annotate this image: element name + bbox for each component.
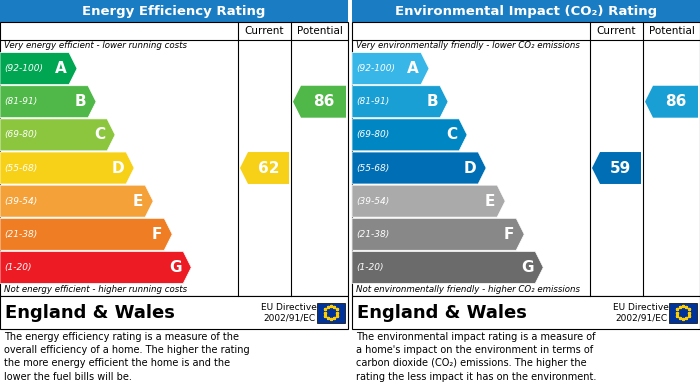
Polygon shape bbox=[240, 152, 289, 184]
Text: EU Directive
2002/91/EC: EU Directive 2002/91/EC bbox=[261, 303, 317, 322]
Polygon shape bbox=[0, 218, 172, 250]
Text: (55-68): (55-68) bbox=[4, 163, 37, 172]
Text: B: B bbox=[74, 94, 86, 109]
Text: D: D bbox=[463, 160, 476, 176]
Text: E: E bbox=[485, 194, 495, 209]
Text: (81-91): (81-91) bbox=[356, 97, 389, 106]
Polygon shape bbox=[645, 86, 698, 118]
Text: (69-80): (69-80) bbox=[4, 130, 37, 139]
Text: EU Directive
2002/91/EC: EU Directive 2002/91/EC bbox=[613, 303, 669, 322]
Polygon shape bbox=[0, 152, 134, 184]
Text: England & Wales: England & Wales bbox=[5, 303, 175, 321]
Bar bbox=[0, 22, 348, 296]
Bar bbox=[352, 22, 700, 296]
Bar bbox=[669, 303, 697, 323]
Polygon shape bbox=[352, 185, 505, 217]
Text: Very energy efficient - lower running costs: Very energy efficient - lower running co… bbox=[4, 41, 187, 50]
Polygon shape bbox=[352, 53, 429, 84]
Text: C: C bbox=[94, 127, 105, 142]
Text: 62: 62 bbox=[258, 160, 279, 176]
Text: 86: 86 bbox=[665, 94, 686, 109]
Bar bbox=[0, 296, 348, 329]
Text: (92-100): (92-100) bbox=[4, 64, 43, 73]
Polygon shape bbox=[352, 251, 543, 283]
Bar bbox=[352, 0, 700, 22]
Text: F: F bbox=[504, 227, 514, 242]
Text: G: G bbox=[521, 260, 533, 275]
Bar bbox=[317, 303, 345, 323]
Text: A: A bbox=[55, 61, 67, 76]
Text: F: F bbox=[152, 227, 162, 242]
Text: Current: Current bbox=[245, 26, 284, 36]
Text: D: D bbox=[111, 160, 124, 176]
Text: (21-38): (21-38) bbox=[356, 230, 389, 239]
Bar bbox=[0, 0, 348, 22]
Bar bbox=[352, 296, 700, 329]
Text: A: A bbox=[407, 61, 419, 76]
Text: The environmental impact rating is a measure of
a home's impact on the environme: The environmental impact rating is a mea… bbox=[356, 332, 596, 382]
Polygon shape bbox=[352, 152, 486, 184]
Text: (92-100): (92-100) bbox=[356, 64, 395, 73]
Text: G: G bbox=[169, 260, 181, 275]
Text: E: E bbox=[133, 194, 144, 209]
Text: Potential: Potential bbox=[297, 26, 342, 36]
Polygon shape bbox=[352, 218, 524, 250]
Text: Very environmentally friendly - lower CO₂ emissions: Very environmentally friendly - lower CO… bbox=[356, 41, 580, 50]
Text: The energy efficiency rating is a measure of the
overall efficiency of a home. T: The energy efficiency rating is a measur… bbox=[4, 332, 250, 382]
Text: B: B bbox=[426, 94, 438, 109]
Polygon shape bbox=[592, 152, 641, 184]
Text: Not environmentally friendly - higher CO₂ emissions: Not environmentally friendly - higher CO… bbox=[356, 285, 580, 294]
Text: Environmental Impact (CO₂) Rating: Environmental Impact (CO₂) Rating bbox=[395, 5, 657, 18]
Text: (21-38): (21-38) bbox=[4, 230, 37, 239]
Polygon shape bbox=[0, 53, 77, 84]
Text: Energy Efficiency Rating: Energy Efficiency Rating bbox=[83, 5, 266, 18]
Polygon shape bbox=[0, 119, 115, 151]
Text: 86: 86 bbox=[313, 94, 334, 109]
Text: (69-80): (69-80) bbox=[356, 130, 389, 139]
Text: (39-54): (39-54) bbox=[4, 197, 37, 206]
Polygon shape bbox=[0, 86, 96, 118]
Polygon shape bbox=[0, 251, 191, 283]
Text: England & Wales: England & Wales bbox=[357, 303, 527, 321]
Polygon shape bbox=[352, 119, 467, 151]
Text: (1-20): (1-20) bbox=[356, 263, 384, 272]
Polygon shape bbox=[352, 86, 448, 118]
Text: Not energy efficient - higher running costs: Not energy efficient - higher running co… bbox=[4, 285, 187, 294]
Text: 59: 59 bbox=[610, 160, 631, 176]
Polygon shape bbox=[293, 86, 346, 118]
Text: Current: Current bbox=[596, 26, 636, 36]
Polygon shape bbox=[0, 185, 153, 217]
Text: C: C bbox=[446, 127, 457, 142]
Text: (81-91): (81-91) bbox=[4, 97, 37, 106]
Text: (1-20): (1-20) bbox=[4, 263, 32, 272]
Text: (39-54): (39-54) bbox=[356, 197, 389, 206]
Text: Potential: Potential bbox=[649, 26, 694, 36]
Text: (55-68): (55-68) bbox=[356, 163, 389, 172]
